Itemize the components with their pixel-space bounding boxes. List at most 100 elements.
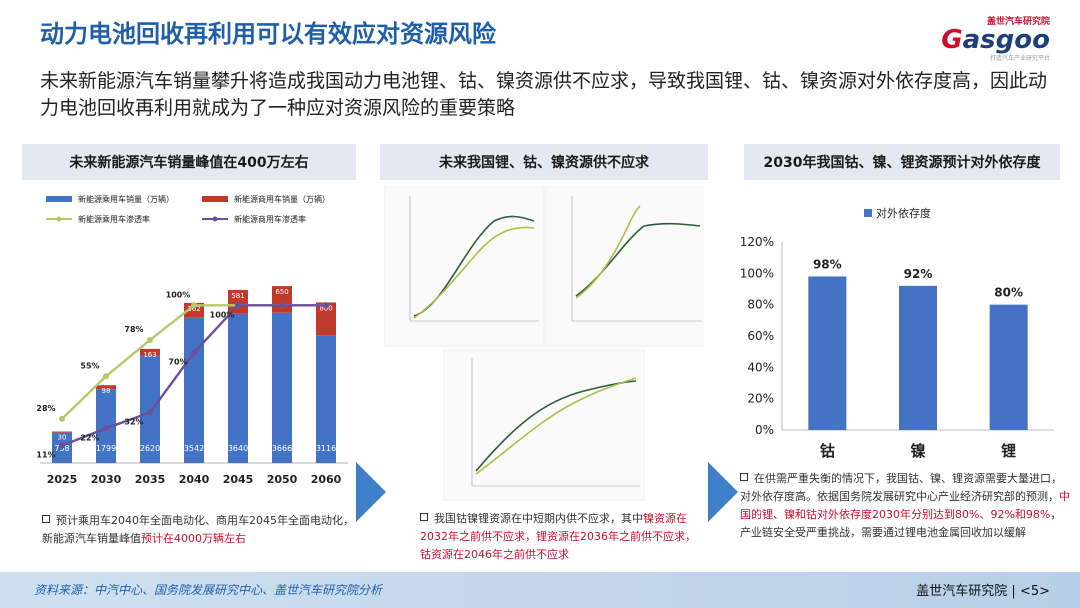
data-label-commercial: 581: [231, 292, 244, 300]
logo-top-text: 盖世汽车研究院: [986, 17, 1050, 27]
data-label-passenger: 3666: [272, 444, 292, 453]
lithium-supply-mini-chart: [384, 186, 545, 347]
y-tick-label: 60%: [747, 329, 774, 343]
line-data-label: 11%: [36, 451, 55, 460]
line-point: [235, 302, 241, 309]
line-point: [59, 415, 65, 422]
line-point: [147, 409, 153, 416]
line-point: [279, 302, 285, 309]
line-point: [103, 373, 109, 380]
bar-dependency: [899, 285, 937, 430]
supply-demand-charts: [384, 186, 704, 501]
x-tick-label: 2025: [47, 473, 78, 486]
data-label-commercial: 163: [143, 351, 156, 359]
bar-dependency: [808, 276, 847, 430]
right-panel-title: 2030年我国钴、镍、锂资源预计对外依存度: [744, 144, 1060, 180]
bar-passenger: [316, 335, 336, 463]
nickel-supply-mini-chart: [545, 186, 704, 347]
legend-label: 新能源商用车销量（万辆）: [234, 194, 330, 204]
intro-paragraph: 未来新能源汽车销量攀升将造成我国动力电池锂、钴、镍资源供不应求，导致我国锂、钴、…: [40, 70, 1048, 119]
x-tick-label: 钴: [820, 442, 835, 460]
x-tick-label: 2035: [135, 473, 166, 486]
line-data-label: 32%: [124, 418, 143, 427]
middle-note: 我国钴镍锂资源在中短期内供不应求，其中镍资源在2032年之前供不应求，锂资源在2…: [420, 512, 696, 561]
line-data-label: 100%: [166, 290, 191, 299]
y-tick-label: 20%: [747, 392, 774, 406]
line-point: [323, 302, 329, 309]
bar-commercial: [184, 302, 204, 318]
gasgoo-logo: 盖世汽车研究院 Gasgoo 打造汽车产业研究平台: [930, 14, 1050, 62]
data-label-passenger: 3116: [316, 444, 336, 453]
data-label-commercial: 30: [58, 434, 67, 442]
legend-label: 新能源乘用车销量（万辆）: [78, 194, 174, 204]
data-label: 98%: [813, 257, 842, 271]
y-tick-label: 100%: [740, 266, 774, 280]
middle-panel-title: 未来我国锂、钴、镍资源供不应求: [380, 144, 708, 180]
line-point: [191, 349, 197, 356]
bar-commercial: [96, 385, 116, 390]
data-label-passenger: 3640: [228, 444, 248, 453]
y-tick-label: 120%: [740, 235, 774, 249]
x-tick-label: 镍: [910, 442, 925, 460]
line-data-label: 28%: [36, 404, 55, 413]
y-tick-label: 80%: [747, 298, 774, 312]
left-note: 预计乘用车2040年全面电动化、商用车2045年全面电动化，新能源汽车销量峰值预…: [42, 514, 354, 545]
legend-label: 对外依存度: [876, 206, 931, 220]
bar-dependency: [989, 304, 1028, 430]
cobalt-supply-mini-chart: [443, 349, 645, 501]
bar-passenger: [272, 312, 292, 463]
right-note: 在供需严重失衡的情况下，我国钴、镍、锂资源需要大量进口，对外依存度高。依据国务院…: [740, 472, 1070, 539]
import-dependency-chart: 对外依存度 0% 20% 40% 60% 80% 100% 120% 98% 钴 92% 镍 80% 锂: [740, 206, 1054, 460]
logo-main-text: Gasgoo: [941, 25, 1050, 55]
legend-label: 新能源商用车渗透率: [234, 214, 306, 224]
bar-passenger: [228, 313, 248, 463]
legend-marker: [56, 216, 62, 222]
data-label-commercial: 362: [187, 305, 200, 313]
sales-forecast-chart: 新能源乘用车销量（万辆） 新能源商用车销量（万辆） 新能源乘用车渗透率 新能源商用车渗…: [36, 194, 348, 486]
line-point: [147, 337, 153, 343]
data-label-commercial: 98: [102, 387, 111, 395]
data-label-passenger: 1799: [96, 444, 116, 453]
x-tick-label: 2045: [223, 473, 254, 486]
legend-marker: [212, 216, 218, 222]
bar-passenger: [184, 317, 204, 463]
data-label-passenger: 2620: [140, 444, 160, 453]
bar-commercial: [140, 348, 160, 356]
page-title: 动力电池回收再利用可以有效应对资源风险: [40, 20, 496, 48]
y-tick-label: 40%: [747, 360, 774, 374]
y-tick-label: 0%: [755, 423, 774, 437]
line-point: [191, 302, 197, 309]
line-data-label: 78%: [124, 325, 143, 334]
bullet-square-icon: [42, 515, 50, 523]
x-tick-label: 2040: [179, 473, 210, 486]
data-label-passenger: 3542: [184, 444, 204, 453]
x-tick-label: 2060: [311, 473, 342, 486]
line-point: [59, 442, 65, 449]
x-tick-label: 锂: [1001, 442, 1016, 460]
data-label-commercial: 800: [319, 304, 332, 312]
arrow-right-icon: [708, 462, 738, 522]
logo-sub-text: 打造汽车产业研究平台: [989, 55, 1050, 62]
x-tick-label: 2050: [267, 473, 298, 486]
footer-bar: 资料来源：中汽中心、国务院发展研究中心、盖世汽车研究院分析 盖世汽车研究院 | …: [0, 572, 1080, 608]
legend-swatch: [46, 196, 72, 202]
page-number: <5>: [1019, 584, 1050, 599]
bar-passenger: [140, 355, 160, 463]
bullet-square-icon: [740, 473, 748, 481]
bar-commercial: [228, 289, 248, 314]
bullet-square-icon: [420, 513, 428, 521]
legend-swatch: [864, 209, 872, 217]
left-panel-title: 未来新能源汽车销量峰值在400万左右: [22, 144, 356, 180]
bar-commercial: [52, 431, 72, 433]
x-tick-label: 2030: [91, 473, 122, 486]
data-label: 92%: [904, 267, 933, 281]
data-label: 80%: [994, 286, 1023, 300]
footer-org: 盖世汽车研究院 | <5>: [916, 584, 1050, 599]
legend-swatch: [202, 196, 228, 202]
line-data-label: 22%: [80, 433, 99, 442]
source-note: 资料来源：中汽中心、国务院发展研究中心、盖世汽车研究院分析: [34, 583, 383, 597]
line-data-label: 70%: [168, 358, 187, 367]
line-data-label: 100%: [210, 310, 235, 319]
bar-commercial: [316, 302, 336, 336]
line-point: [103, 425, 109, 432]
